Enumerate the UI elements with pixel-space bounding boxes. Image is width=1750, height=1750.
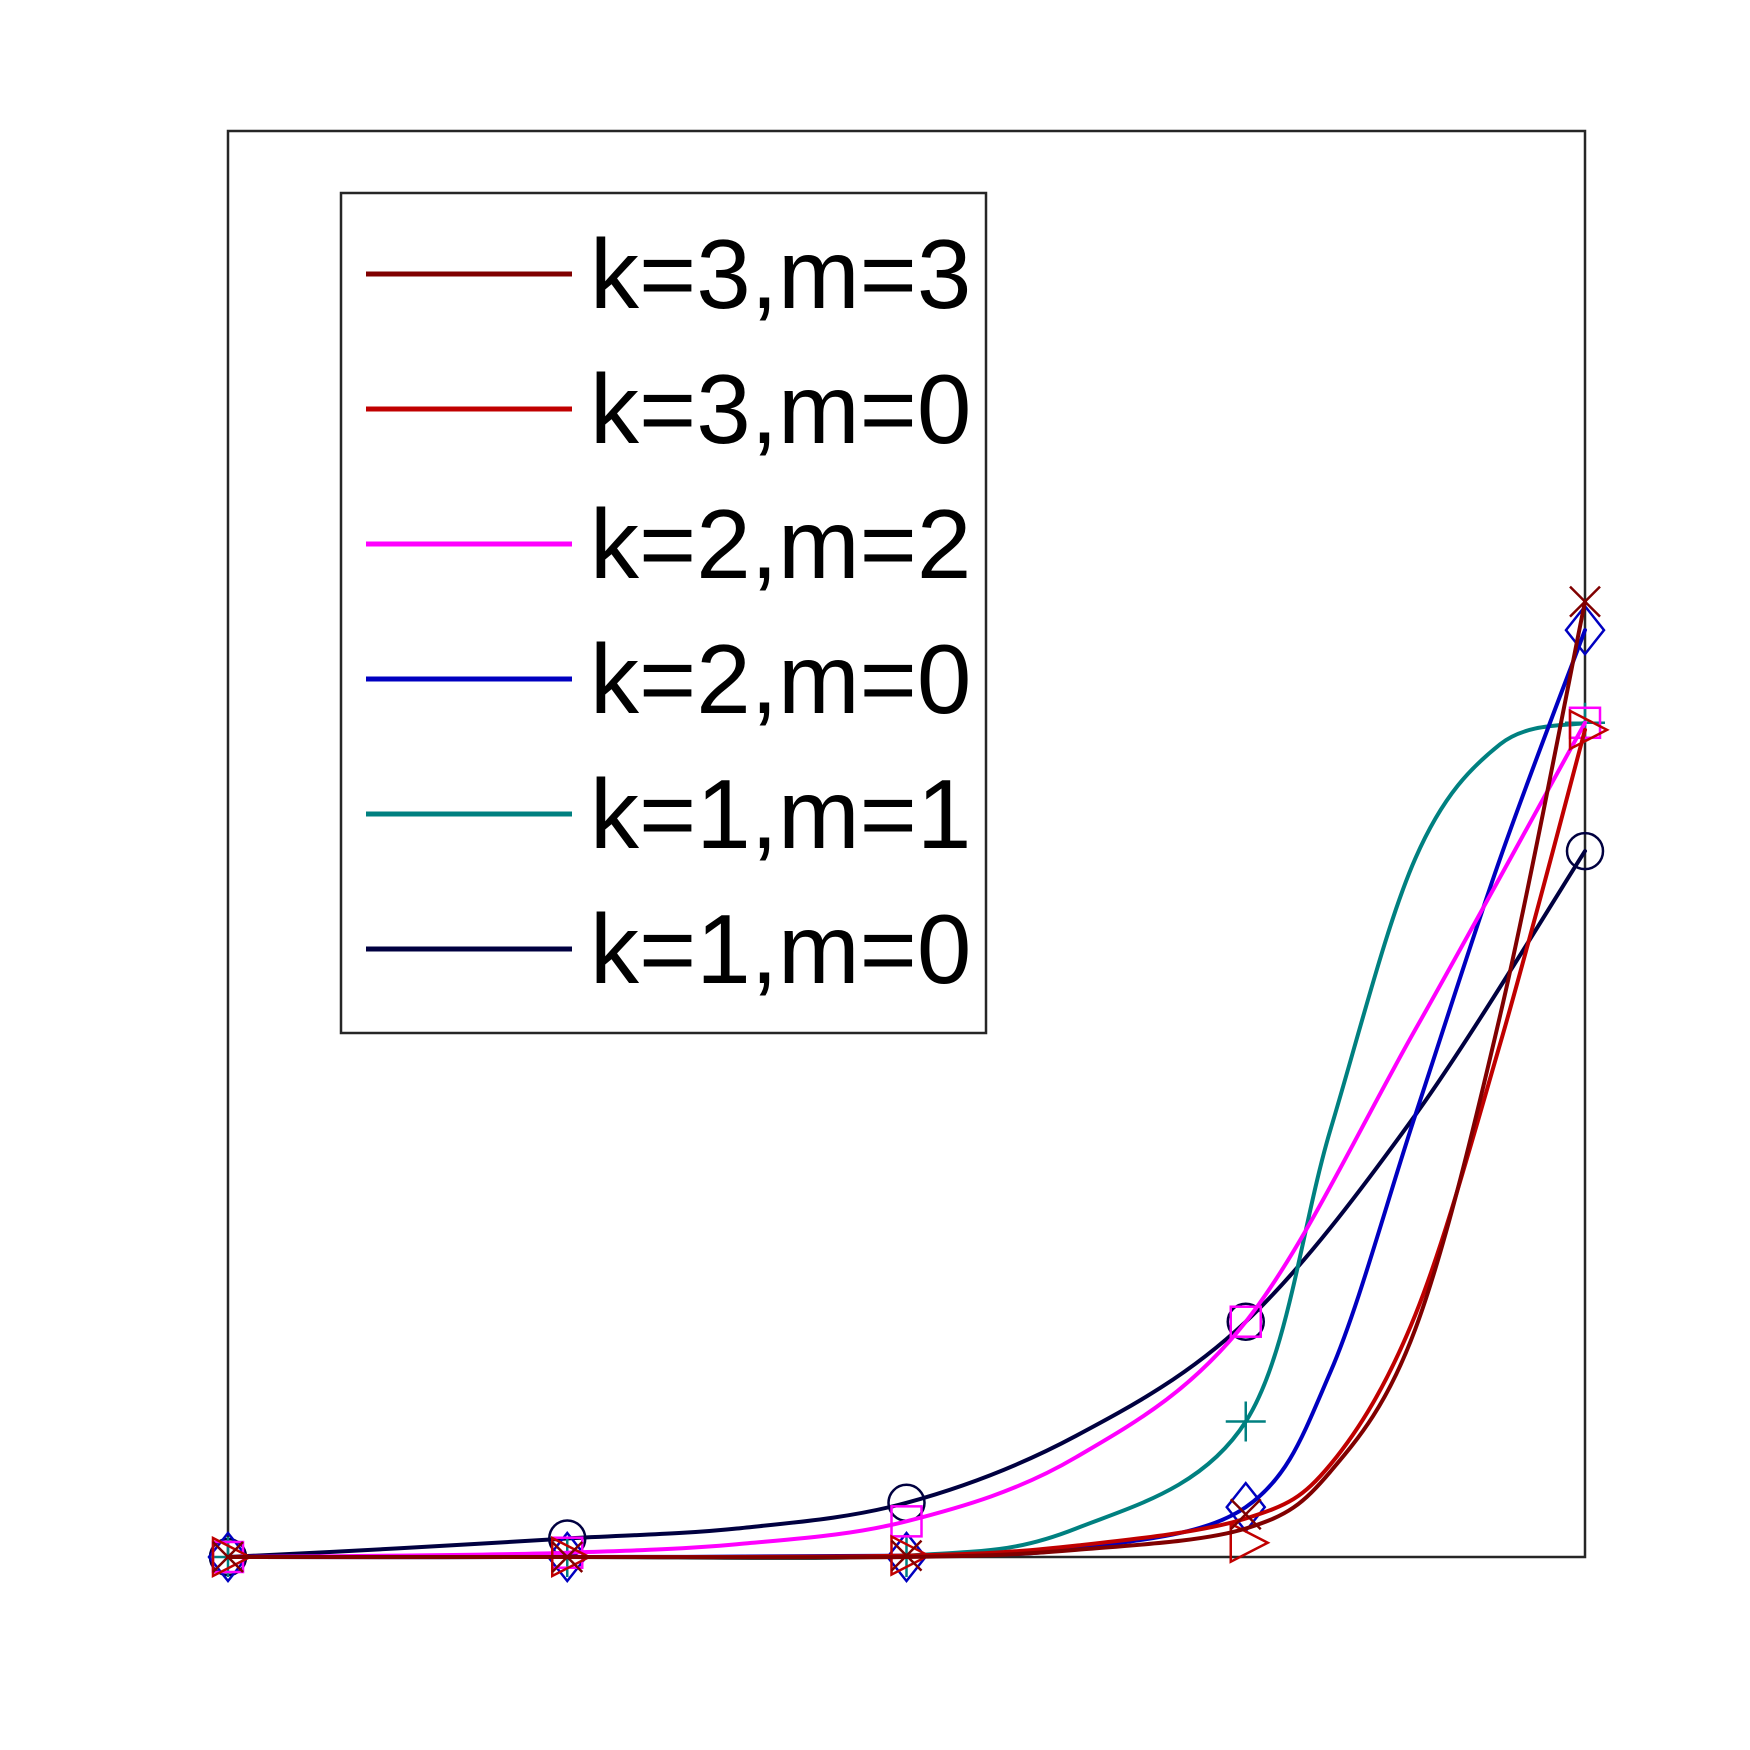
data-point-marker: [885, 1530, 928, 1584]
data-point-marker: [890, 1539, 923, 1572]
series-line: [226, 849, 1587, 1559]
data-point-marker: [1229, 1305, 1262, 1338]
legend-entry: k=1,m=0: [366, 894, 971, 1004]
data-point-marker: [211, 1535, 253, 1579]
legend-label: k=3,m=0: [590, 354, 971, 464]
legend: k=3,m=3 k=3,m=0 k=2,m=2 k=2,m=0 k=1,m=1 k=1,m…: [339, 191, 988, 1035]
legend-entry: k=3,m=3: [366, 219, 971, 329]
legend-label: k=2,m=0: [590, 624, 971, 734]
data-point-marker: [890, 1505, 923, 1538]
data-point-marker: [1229, 1521, 1271, 1564]
data-point-marker: [212, 1541, 244, 1573]
data-point-marker: [1229, 1498, 1262, 1531]
legend-label: k=1,m=1: [590, 759, 971, 869]
data-point-marker: [1225, 1401, 1266, 1442]
legend-label: k=2,m=2: [590, 489, 971, 599]
series-layer: [207, 585, 1610, 1584]
legend-box: [339, 191, 988, 1035]
series-line: [226, 720, 1587, 1559]
legend-entry: k=2,m=2: [366, 489, 971, 599]
data-point-marker: [1226, 1302, 1265, 1341]
data-point-marker: [1564, 604, 1606, 657]
legend-label: k=1,m=0: [590, 894, 971, 1004]
legend-label: k=3,m=3: [590, 219, 971, 329]
legend-entry: k=1,m=1: [366, 759, 971, 869]
series-line: [226, 599, 1587, 1560]
data-point-marker: [546, 1530, 588, 1584]
data-point-marker: [1569, 585, 1601, 618]
data-point-marker: [1568, 708, 1610, 751]
data-point-marker: [1565, 831, 1605, 871]
legend-entry: k=3,m=0: [366, 354, 971, 464]
data-point-marker: [551, 1541, 584, 1573]
legend-entry: k=2,m=0: [366, 624, 971, 734]
series-1: [212, 585, 1601, 1573]
data-point-marker: [207, 1530, 249, 1584]
legend-entries: k=3,m=3 k=3,m=0 k=2,m=2 k=2,m=0 k=1,m=1 k=1,m…: [366, 219, 971, 1004]
